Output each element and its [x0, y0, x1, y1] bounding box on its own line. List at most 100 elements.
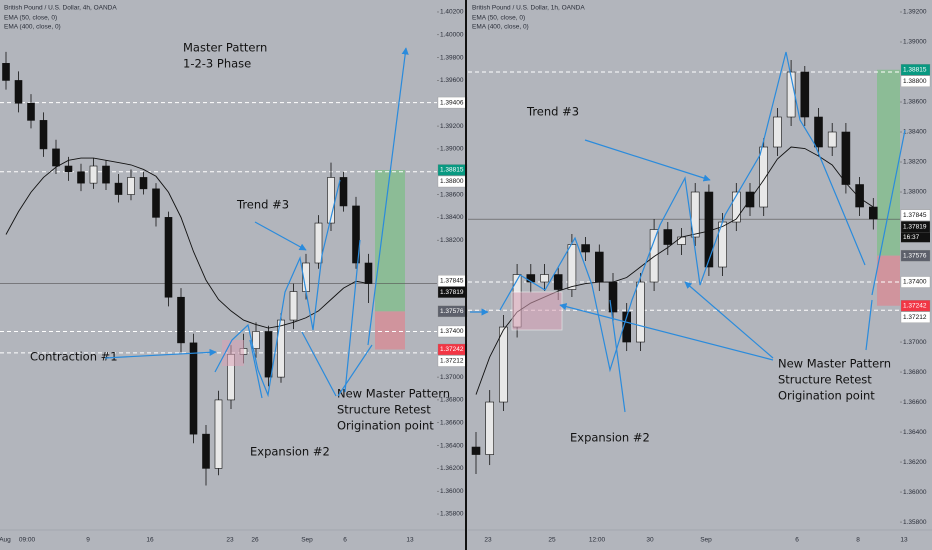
candle-body: [252, 331, 260, 349]
y-tick-label: 1.35800: [440, 511, 464, 518]
y-tick-label: 1.37000: [440, 374, 464, 381]
annotation: Structure Retest: [778, 373, 872, 387]
candle-body: [52, 148, 60, 167]
x-tick-label: 13: [900, 537, 908, 544]
price-label: 1.38800: [440, 178, 464, 185]
y-tick-label: 1.36200: [440, 465, 464, 472]
x-tick-label: 09:00: [19, 537, 36, 544]
legend-entry: EMA (400, close, 0): [4, 24, 61, 31]
price-label: 1.38815: [903, 66, 927, 73]
candle-body: [189, 342, 198, 435]
candle-body: [540, 274, 549, 283]
x-tick-label: 9: [86, 537, 90, 544]
candle-body: [27, 102, 35, 121]
legend-entry: EMA (50, close, 0): [4, 15, 57, 22]
countdown: 16:37: [903, 234, 920, 241]
candle-body: [827, 131, 837, 148]
candle-body: [2, 63, 10, 81]
candle-body: [214, 399, 223, 469]
candle-body: [581, 244, 590, 253]
panel-divider: [465, 0, 467, 550]
price-label: 1.37400: [903, 279, 927, 286]
candle-body: [690, 191, 700, 238]
price-label-box: [900, 64, 931, 76]
annotation: Expansion #2: [570, 431, 650, 445]
y-tick-label: 1.36600: [440, 419, 464, 426]
candle-body: [814, 116, 823, 148]
annotation: Origination point: [337, 419, 434, 433]
y-tick-label: 1.39200: [440, 123, 464, 130]
x-tick-label: 25: [548, 537, 556, 544]
candle-body: [127, 177, 135, 195]
price-label: 1.37576: [440, 308, 464, 315]
x-tick-label: Sep: [700, 537, 712, 544]
candle-body: [152, 188, 160, 218]
price-label: 1.37212: [903, 314, 927, 321]
candle-body: [102, 165, 110, 184]
y-tick-label: 1.39600: [440, 77, 464, 84]
x-tick-label: 6: [343, 537, 347, 544]
annotation: Structure Retest: [337, 403, 431, 417]
annotation: Expansion #2: [250, 445, 330, 459]
candle-body: [314, 222, 323, 264]
candle-body: [289, 291, 298, 321]
candle-body: [177, 296, 185, 344]
price-label: 1.37212: [440, 358, 464, 365]
x-tick-label: 30: [646, 537, 654, 544]
candle-body: [14, 80, 23, 104]
legend-entry: EMA (400, close, 0): [472, 24, 529, 31]
y-tick-label: 1.39800: [440, 54, 464, 61]
y-tick-label: 1.36800: [903, 369, 927, 376]
price-axis: [437, 0, 467, 550]
candle-body: [800, 71, 810, 118]
price-label-box: [900, 300, 931, 312]
price-label-box: [900, 75, 931, 87]
arrows: [104, 47, 906, 413]
price-label: 1.37819: [903, 223, 927, 230]
countdown-box: [901, 232, 930, 243]
candle-body: [77, 171, 85, 184]
candle-body: [553, 274, 563, 290]
y-tick-label: 1.38400: [440, 214, 464, 221]
y-tick-label: 1.39000: [903, 39, 927, 46]
price-label: 1.37845: [903, 212, 927, 219]
chart-title: British Pound / U.S. Dollar, 4h, OANDA: [4, 5, 117, 12]
price-label: 1.37242: [440, 346, 464, 353]
candle-body: [855, 184, 864, 208]
y-tick-label: 1.36200: [903, 459, 927, 466]
y-tick-label: 1.38000: [903, 189, 927, 196]
candle-body: [471, 446, 481, 455]
price-label-box: [900, 209, 931, 221]
candle-body: [64, 165, 73, 173]
price-label: 1.38815: [440, 167, 464, 174]
candle-body: [327, 177, 335, 224]
candle-body: [89, 165, 98, 184]
candle-body: [485, 401, 495, 455]
chart-title: British Pound / U.S. Dollar, 1h, OANDA: [472, 5, 585, 12]
candle-body: [773, 116, 782, 148]
price-axis: [900, 0, 930, 550]
x-tick-label: Sep: [301, 537, 313, 544]
stop-zone: [375, 311, 405, 350]
y-tick-label: 1.39000: [440, 146, 464, 153]
contraction-box: [511, 291, 563, 331]
candle-body: [339, 177, 348, 207]
candle-body: [364, 262, 373, 284]
candle-body: [594, 251, 604, 283]
candle-body: [164, 217, 173, 298]
x-tick-label: 23: [226, 537, 234, 544]
candle-body: [352, 205, 360, 264]
annotation: Trend #3: [526, 105, 579, 119]
candle-body: [622, 311, 632, 343]
y-tick-label: 1.40200: [440, 9, 464, 16]
x-tick-label: 23: [484, 537, 492, 544]
y-tick-label: 1.38600: [903, 99, 927, 106]
candle-body: [677, 236, 686, 245]
price-label-box: [900, 249, 931, 262]
y-tick-label: 1.36800: [440, 397, 464, 404]
x-tick-label: 26: [251, 537, 259, 544]
candle-body: [39, 120, 48, 150]
candle-body: [663, 229, 673, 245]
annotation: New Master Pattern: [778, 357, 891, 371]
